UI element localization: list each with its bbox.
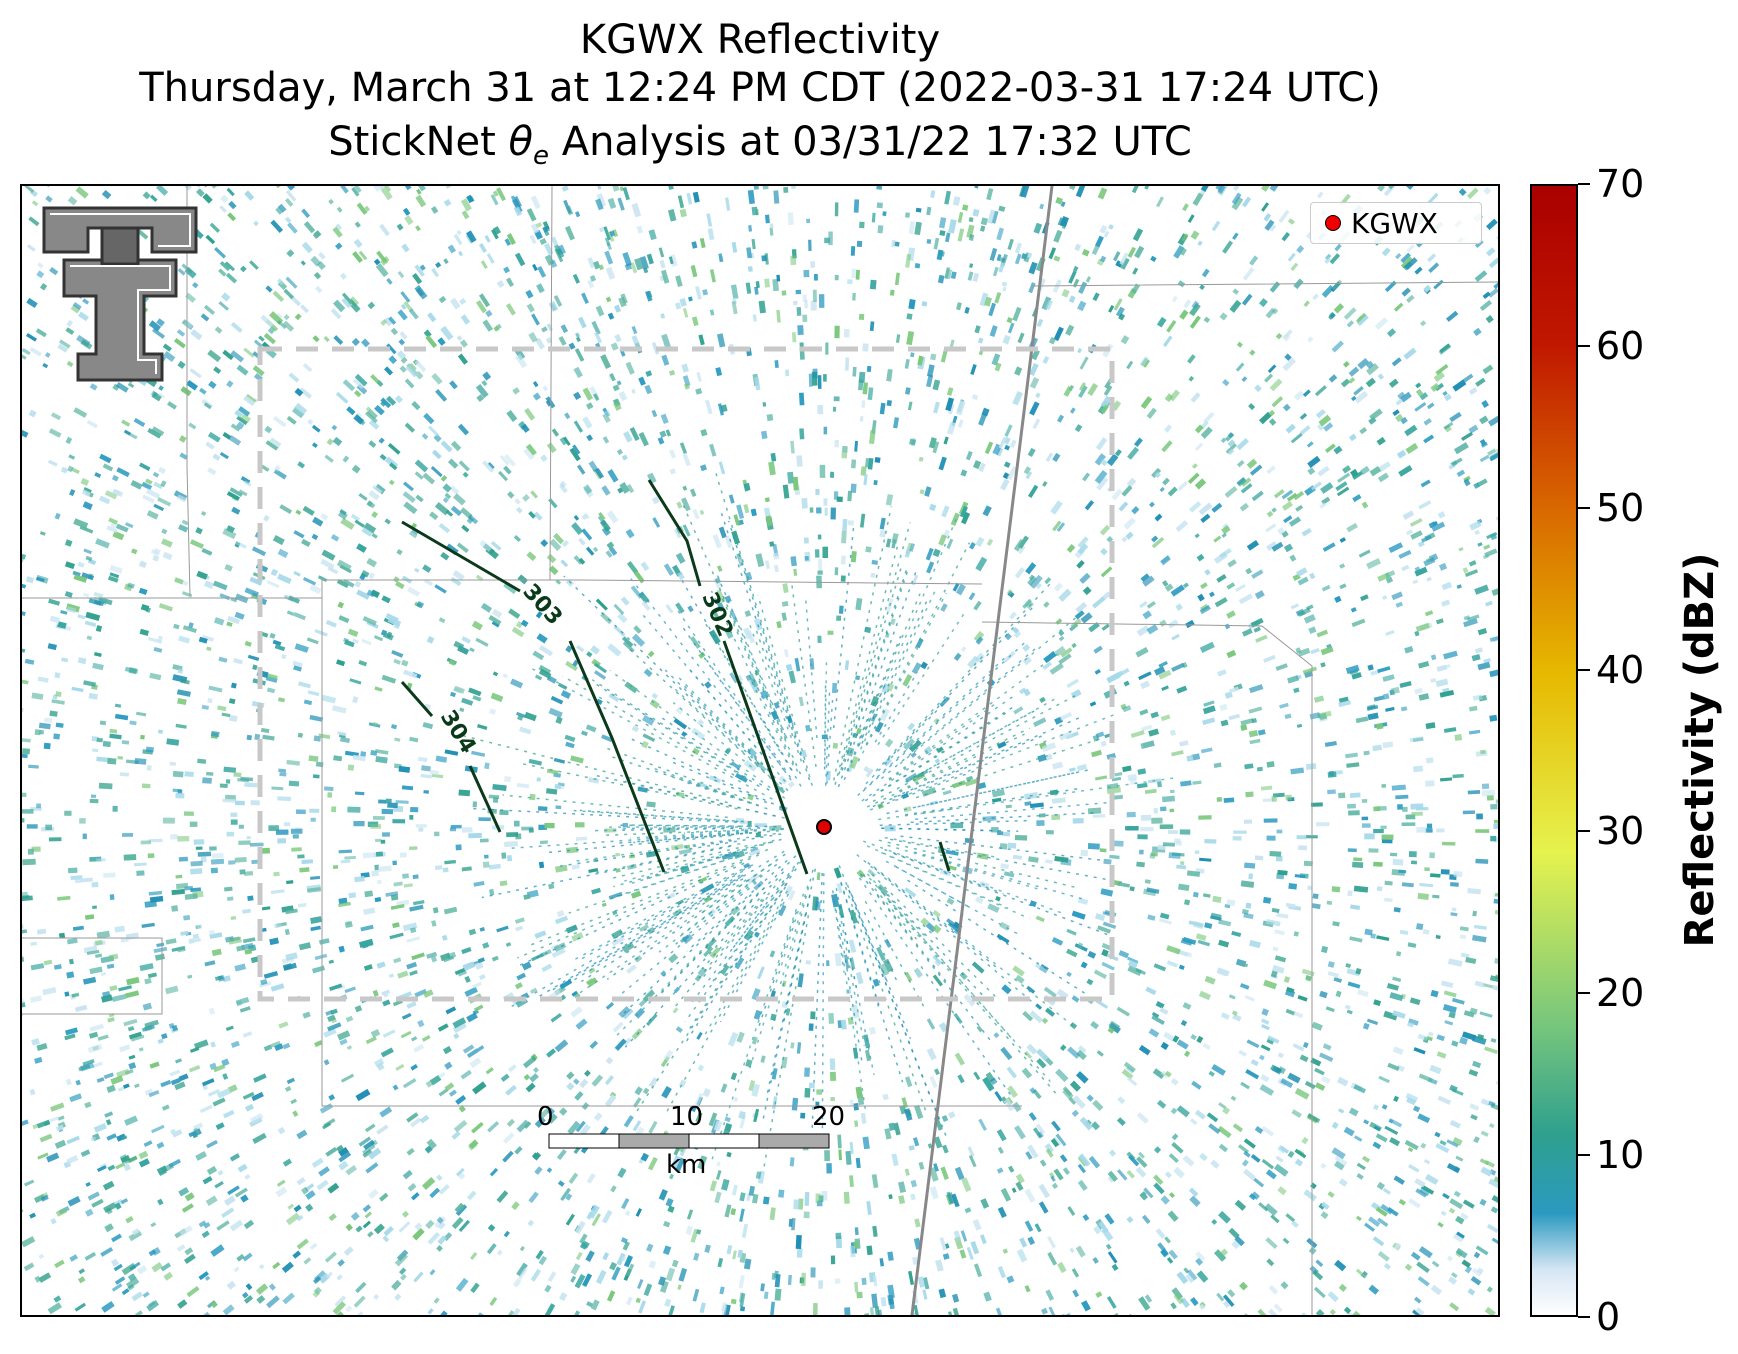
radar-map[interactable]: 302 303 304 <box>20 184 1500 1317</box>
scale-seg-4 <box>758 1133 830 1149</box>
county-boundaries <box>22 186 1498 1315</box>
colorbar-tick-mark <box>1578 344 1590 347</box>
legend-marker-icon <box>1325 215 1341 231</box>
scale-bar <box>548 1133 830 1149</box>
map-canvas: 302 303 304 <box>22 186 1498 1315</box>
colorbar-tick-label: 30 <box>1596 809 1645 854</box>
title-line-2: Thursday, March 31 at 12:24 PM CDT (2022… <box>139 65 1381 111</box>
colorbar-tick-mark <box>1578 830 1590 833</box>
contour-label-302: 302 <box>696 589 737 641</box>
title-line-1: KGWX Reflectivity <box>579 17 941 63</box>
legend-label: KGWX <box>1351 207 1438 240</box>
title-line-3-suffix: Analysis at 03/31/22 17:32 UTC <box>548 119 1192 165</box>
highway <box>910 186 1054 1315</box>
theta-subscript: e <box>532 141 549 171</box>
title-line-3-prefix: StickNet <box>328 119 509 165</box>
colorbar <box>1530 184 1578 1317</box>
scale-unit: km <box>666 1150 707 1180</box>
legend-box: KGWX <box>1310 202 1482 244</box>
scale-seg-3 <box>688 1133 760 1149</box>
colorbar-tick-label: 0 <box>1596 1295 1621 1339</box>
analysis-domain-box <box>257 346 1115 1002</box>
colorbar-tick-mark <box>1578 183 1590 185</box>
colorbar-tick-label: 10 <box>1596 1133 1645 1178</box>
colorbar-tick-label: 60 <box>1596 323 1645 368</box>
theta-e-contours <box>400 479 951 875</box>
scale-tick-20: 20 <box>812 1102 846 1132</box>
county-boundary <box>22 186 1498 1315</box>
colorbar-tick-mark <box>1578 506 1590 509</box>
colorbar-tick-mark <box>1578 668 1590 671</box>
theta-symbol: θ <box>508 119 533 165</box>
kgwx-radar-site[interactable] <box>816 819 832 835</box>
scale-tick-10: 10 <box>670 1102 704 1132</box>
contour-303-line <box>401 520 666 873</box>
scale-seg-2 <box>618 1133 690 1149</box>
reflectivity-speckles <box>22 186 1498 1315</box>
scale-seg-1 <box>548 1133 620 1149</box>
colorbar-tick-label: 20 <box>1596 971 1645 1016</box>
colorbar-tick-mark <box>1578 1154 1590 1157</box>
colorbar-tick-label: 50 <box>1596 485 1645 530</box>
colorbar-tick-mark <box>1578 992 1590 995</box>
colorbar-tick-label: 70 <box>1596 162 1645 206</box>
colorbar-tick-label: 40 <box>1596 647 1645 692</box>
colorbar-tick-mark <box>1578 1316 1590 1318</box>
scale-tick-0: 0 <box>537 1102 554 1132</box>
analysis-box <box>257 346 1115 1002</box>
contour-304-line <box>400 681 502 833</box>
texas-tech-double-t-logo <box>42 206 198 382</box>
contour-302-line <box>647 479 809 875</box>
contour-east-line <box>938 841 951 872</box>
highway-line <box>910 186 1054 1315</box>
title-line-3: StickNet θe Analysis at 03/31/22 17:32 U… <box>20 118 1500 180</box>
contour-label-304: 304 <box>435 706 481 758</box>
colorbar-label: Reflectivity (dBZ) <box>1677 552 1723 948</box>
